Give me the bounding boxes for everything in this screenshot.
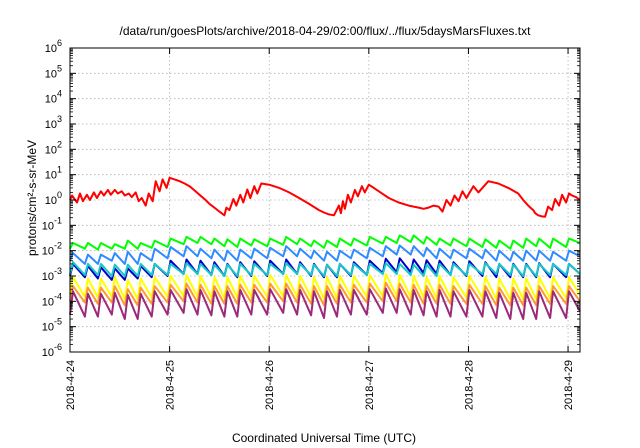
series-line-4 bbox=[69, 257, 581, 281]
series-line-7 bbox=[69, 281, 581, 307]
series-layer bbox=[69, 176, 581, 320]
axis-ticks bbox=[69, 47, 580, 353]
series-line-8 bbox=[69, 287, 581, 320]
y-tick-label: 104 bbox=[45, 89, 62, 106]
series-line-5 bbox=[69, 261, 581, 277]
y-tick-label: 10-4 bbox=[42, 291, 62, 308]
x-tick-label: 2018-4-26 bbox=[264, 360, 276, 410]
y-tick-label: 10-5 bbox=[42, 317, 62, 334]
series-line-2 bbox=[69, 234, 581, 251]
y-tick-label: 10-6 bbox=[42, 342, 62, 359]
x-tick-label: 2018-4-29 bbox=[563, 360, 575, 410]
y-axis-title: protons/cm²-s-sr-MeV bbox=[25, 140, 39, 256]
y-tick-label: 10-1 bbox=[42, 215, 62, 232]
x-tick-label: 2018-4-27 bbox=[364, 360, 376, 410]
x-tick-label: 2018-4-25 bbox=[165, 360, 177, 410]
chart-title: /data/run/goesPlots/archive/2018-04-29/0… bbox=[120, 24, 532, 38]
y-tick-label: 100 bbox=[45, 190, 62, 207]
series-line-1 bbox=[69, 176, 581, 218]
x-tick-label: 2018-4-28 bbox=[463, 360, 475, 410]
y-tick-label: 10-3 bbox=[42, 266, 62, 283]
x-axis-title: Coordinated Universal Time (UTC) bbox=[232, 431, 416, 445]
y-tick-label: 103 bbox=[45, 114, 62, 131]
y-tick-label: 102 bbox=[45, 139, 62, 156]
x-tick-labels: 2018-4-24 2018-4-25 2018-4-26 2018-4-27 2018… bbox=[65, 360, 575, 410]
series-line-3 bbox=[69, 244, 581, 265]
y-tick-labels: 10-6 10-5 10-4 10-3 10-2 10-1 100 101 102 103 104 1… bbox=[42, 38, 62, 359]
y-tick-label: 101 bbox=[45, 165, 62, 182]
x-tick-label: 2018-4-24 bbox=[65, 360, 77, 410]
y-tick-label: 105 bbox=[45, 63, 62, 80]
y-tick-label: 10-2 bbox=[42, 241, 62, 258]
y-tick-label: 106 bbox=[45, 38, 62, 55]
